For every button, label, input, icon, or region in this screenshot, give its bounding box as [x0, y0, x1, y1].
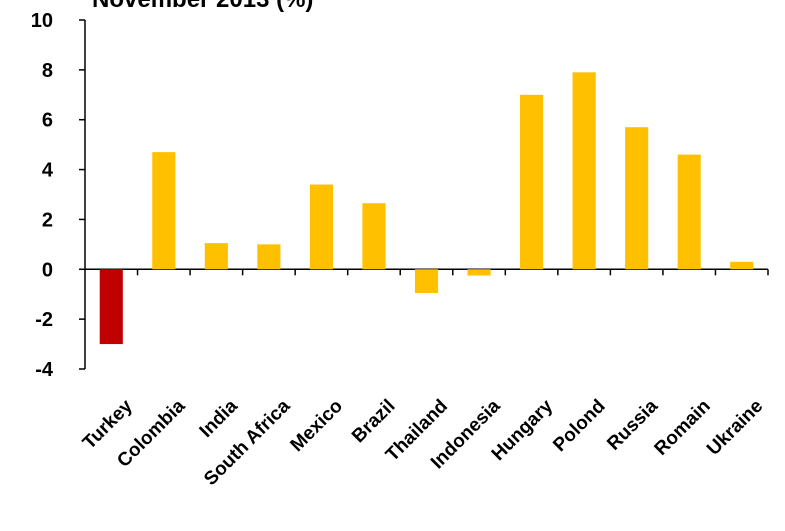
x-category-label: Polond: [549, 396, 609, 456]
x-category-label: Mexico: [287, 396, 347, 456]
bar-polond: [572, 72, 596, 270]
y-tick-label: 10: [31, 10, 53, 32]
y-tick-label: 0: [42, 259, 53, 281]
y-tick-label: 8: [42, 60, 53, 82]
chart-title: November 2013 (%): [92, 0, 313, 14]
bar-thailand: [414, 269, 439, 293]
bar-colombia: [152, 152, 176, 270]
y-tick-label: 4: [42, 160, 54, 182]
bar-india: [204, 243, 228, 270]
bar-russia: [625, 127, 649, 270]
x-category-label: India: [196, 395, 243, 442]
x-category-label: Romain: [651, 396, 715, 460]
bar-romain: [677, 154, 701, 270]
bar-ukraine: [730, 261, 754, 270]
y-tick-label: 2: [42, 209, 53, 231]
bar-hungary: [520, 94, 544, 270]
y-tick-label: 6: [42, 110, 53, 132]
bar-turkey: [99, 269, 123, 345]
y-tick-label: -4: [35, 359, 54, 381]
y-tick-label: -2: [35, 309, 53, 331]
bar-south-africa: [257, 244, 281, 270]
x-category-label: Brazil: [348, 396, 399, 447]
bar-mexico: [309, 184, 333, 270]
x-category-label: Ukraine: [703, 396, 767, 460]
bar-indonesia: [467, 269, 491, 276]
bar-brazil: [362, 203, 386, 270]
